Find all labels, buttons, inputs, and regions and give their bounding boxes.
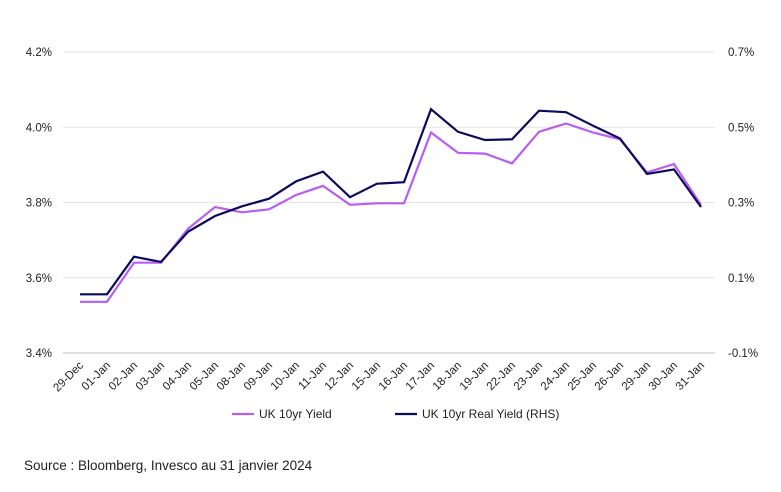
legend-label: UK 10yr Yield <box>259 407 332 421</box>
x-tick-label: 01-Jan <box>80 360 113 393</box>
x-tick-label: 30-Jan <box>647 360 680 393</box>
x-tick-label: 02-Jan <box>107 360 140 393</box>
x-tick-label: 26-Jan <box>593 360 626 393</box>
right-tick-label: 0.5% <box>728 122 754 134</box>
legend-label: UK 10yr Real Yield (RHS) <box>422 407 559 421</box>
left-tick-label: 4.0% <box>26 122 52 134</box>
x-tick-label: 17-Jan <box>404 360 437 393</box>
x-tick-label: 31-Jan <box>674 360 707 393</box>
x-tick-label: 19-Jan <box>458 360 491 393</box>
x-tick-label: 11-Jan <box>296 360 329 393</box>
x-tick-label: 12-Jan <box>323 360 356 393</box>
x-tick-label: 29-Dec <box>51 359 86 394</box>
yield-line <box>80 122 702 303</box>
right-axis-ticks: -0.1% 0.1% 0.3% 0.5% 0.7% <box>728 47 758 360</box>
x-tick-label: 16-Jan <box>377 360 410 393</box>
x-tick-label: 08-Jan <box>215 360 248 393</box>
real-yield-line <box>80 107 702 296</box>
series-lines <box>80 107 702 303</box>
right-tick-label: 0.3% <box>728 198 754 210</box>
right-tick-label: 0.7% <box>728 47 754 59</box>
source-note: Source : Bloomberg, Invesco au 31 janvie… <box>24 458 313 473</box>
x-tick-label: 15-Jan <box>350 360 383 393</box>
x-tick-label: 04-Jan <box>161 360 194 393</box>
x-axis-ticks: 29-Dec01-Jan02-Jan03-Jan04-Jan05-Jan08-J… <box>51 359 707 394</box>
x-tick-label: 23-Jan <box>512 360 545 393</box>
x-tick-label: 29-Jan <box>620 360 653 393</box>
right-tick-label: -0.1% <box>728 348 758 360</box>
x-tick-label: 10-Jan <box>269 360 302 393</box>
left-tick-label: 3.6% <box>26 273 52 285</box>
x-tick-label: 18-Jan <box>431 360 464 393</box>
x-tick-label: 24-Jan <box>539 360 572 393</box>
x-tick-label: 03-Jan <box>134 360 167 393</box>
x-tick-label: 22-Jan <box>485 360 518 393</box>
left-axis-ticks: 3.4% 3.6% 3.8% 4.0% 4.2% <box>26 47 52 360</box>
left-tick-label: 3.4% <box>26 348 52 360</box>
legend: UK 10yr Yield UK 10yr Real Yield (RHS) <box>232 407 559 421</box>
x-tick-label: 09-Jan <box>242 360 275 393</box>
right-tick-label: 0.1% <box>728 273 754 285</box>
x-tick-label: 05-Jan <box>188 360 221 393</box>
x-tick-label: 25-Jan <box>566 360 599 393</box>
left-tick-label: 4.2% <box>26 47 52 59</box>
left-tick-label: 3.8% <box>26 198 52 210</box>
